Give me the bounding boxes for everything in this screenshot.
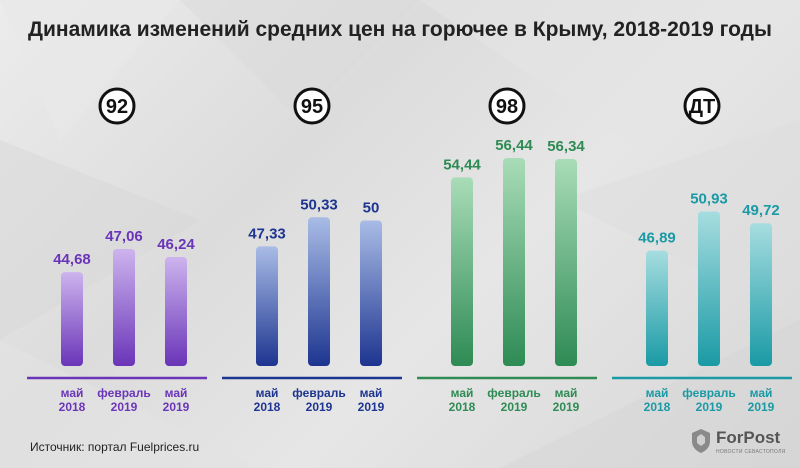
bar xyxy=(360,220,382,366)
coat-of-arms-icon xyxy=(692,429,710,453)
chart-title: Динамика изменений средних цен на горюче… xyxy=(28,18,772,41)
bar xyxy=(750,223,772,366)
value-label: 50 xyxy=(363,199,380,216)
category-label: май xyxy=(555,386,578,400)
category-label: май xyxy=(360,386,383,400)
category-year: 2019 xyxy=(306,400,333,414)
fuel-label: 92 xyxy=(106,96,128,118)
value-label: 50,33 xyxy=(300,196,338,213)
fuel-badge xyxy=(488,87,526,125)
fuel-label: ДТ xyxy=(689,96,715,118)
value-label: 56,34 xyxy=(547,138,585,155)
category-label: май xyxy=(750,386,773,400)
category-year: 2019 xyxy=(163,400,190,414)
value-label: 49,72 xyxy=(742,202,780,219)
category-label: май xyxy=(646,386,669,400)
category-year: 2019 xyxy=(748,400,775,414)
category-year: 2018 xyxy=(644,400,671,414)
category-year: 2019 xyxy=(696,400,723,414)
value-label: 46,24 xyxy=(157,236,195,253)
bar xyxy=(61,272,83,366)
bar xyxy=(698,211,720,366)
category-year: 2018 xyxy=(59,400,86,414)
value-label: 44,68 xyxy=(53,251,91,268)
category-label: февраль xyxy=(682,386,735,400)
bar xyxy=(113,249,135,366)
fuel-label: 95 xyxy=(301,96,323,118)
category-year: 2019 xyxy=(358,400,385,414)
bar xyxy=(646,250,668,366)
category-year: 2018 xyxy=(254,400,281,414)
bar xyxy=(555,158,577,366)
value-label: 46,89 xyxy=(638,230,676,247)
category-year: 2018 xyxy=(449,400,476,414)
category-year: 2019 xyxy=(111,400,138,414)
value-label: 56,44 xyxy=(495,137,533,154)
category-label: февраль xyxy=(97,386,150,400)
fuel-badge xyxy=(98,87,136,125)
category-year: 2019 xyxy=(501,400,528,414)
value-label: 50,93 xyxy=(690,190,728,207)
value-label: 54,44 xyxy=(443,156,481,173)
panel-ДТ: ДТ46,89май201850,93февраль201949,72май20… xyxy=(612,87,792,414)
bar xyxy=(308,217,330,366)
bar xyxy=(165,256,187,366)
logo-tagline: НОВОСТИ СЕВАСТОПОЛЯ xyxy=(716,449,786,455)
category-label: май xyxy=(451,386,474,400)
bar xyxy=(256,246,278,366)
category-label: май xyxy=(256,386,279,400)
fuel-badge xyxy=(683,87,721,125)
fuel-label: 98 xyxy=(496,96,518,118)
logo-name: ForPost xyxy=(716,428,781,447)
bar xyxy=(503,158,525,366)
panel-98: 9854,44май201856,44февраль201956,34май20… xyxy=(417,87,597,414)
category-year: 2019 xyxy=(553,400,580,414)
forpost-logo: ForPost НОВОСТИ СЕВАСТОПОЛЯ xyxy=(690,426,794,460)
fuel-badge xyxy=(293,87,331,125)
category-label: май xyxy=(61,386,84,400)
source-note: Источник: портал Fuelprices.ru xyxy=(30,440,200,454)
panel-92: 9244,68май201847,06февраль201946,24май20… xyxy=(27,87,207,414)
category-label: май xyxy=(165,386,188,400)
value-label: 47,33 xyxy=(248,225,286,242)
value-label: 47,06 xyxy=(105,228,143,245)
category-label: февраль xyxy=(487,386,540,400)
category-label: февраль xyxy=(292,386,345,400)
bar xyxy=(451,177,473,366)
